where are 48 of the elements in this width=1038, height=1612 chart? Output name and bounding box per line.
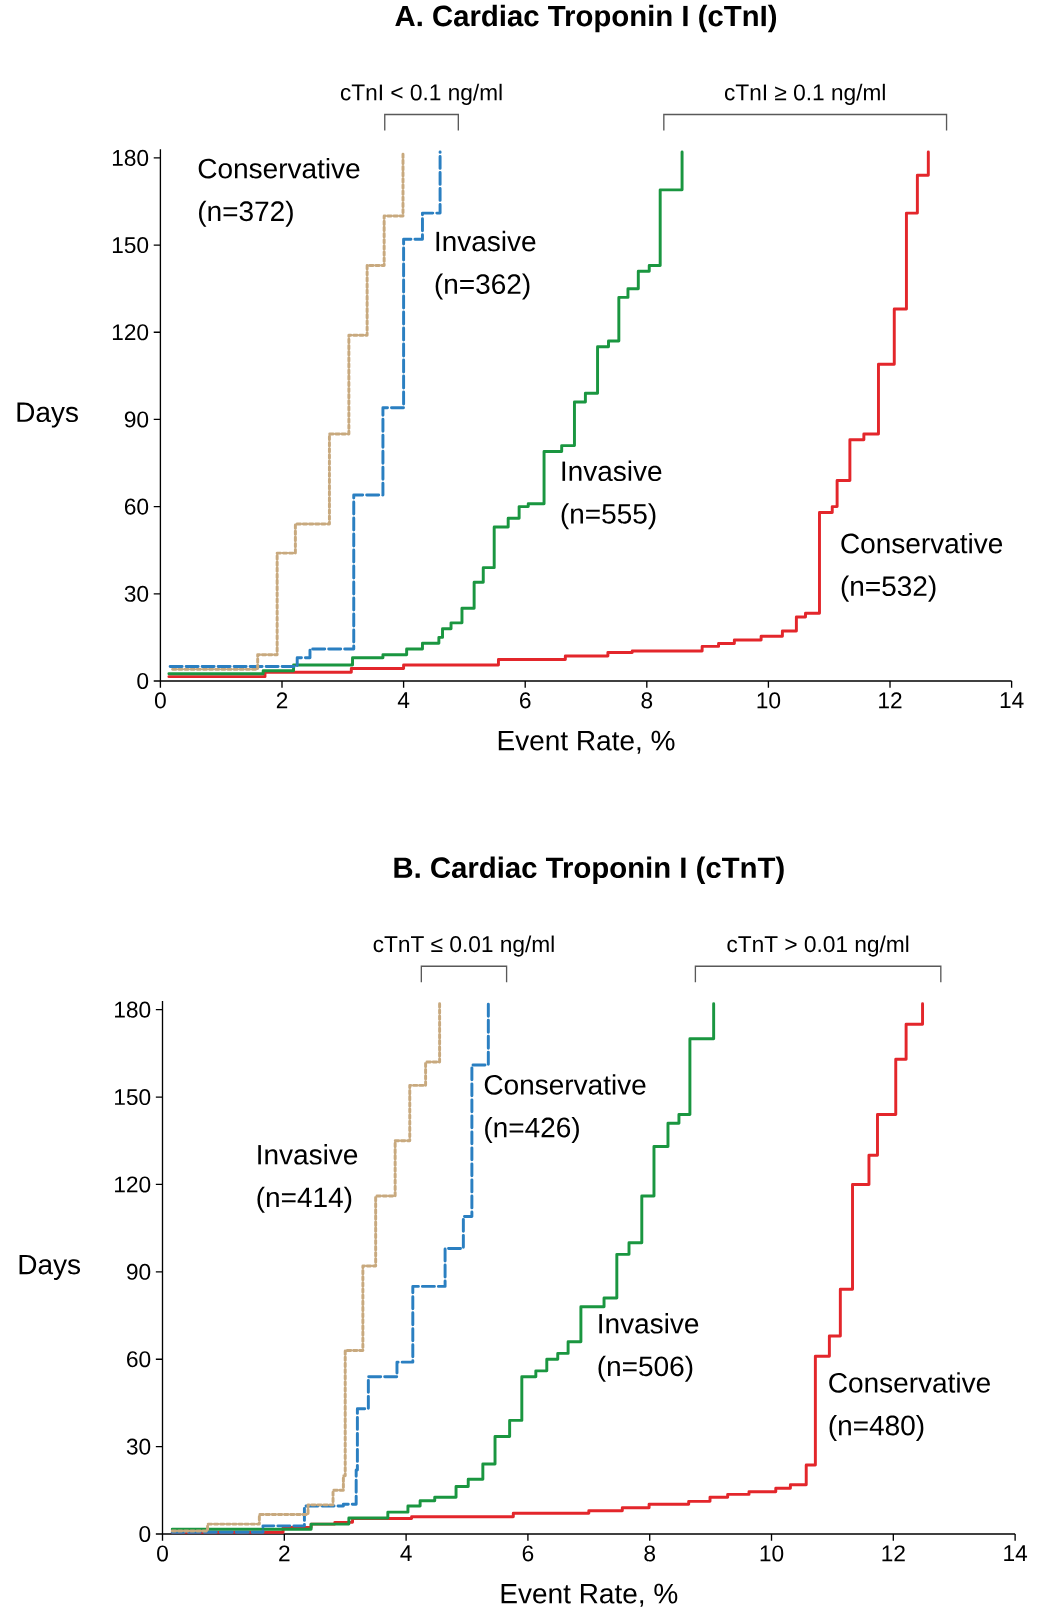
x-tick-label: 12 — [879, 692, 902, 709]
y-tick-label: 60 — [127, 1351, 151, 1368]
y-tick-label: 90 — [124, 411, 149, 428]
x-tick-label: 6 — [522, 1545, 534, 1562]
series-label: Conservative (n=480) — [829, 1372, 990, 1441]
y-axis-title: Days — [17, 402, 78, 428]
x-tick-label: 8 — [641, 692, 653, 709]
series-label: Invasive (n=506) — [598, 1313, 699, 1382]
x-tick-label: 6 — [520, 692, 531, 709]
y-tick-label: 120 — [115, 1176, 151, 1193]
y-tick-label: 0 — [139, 1525, 151, 1543]
x-axis-title: Event Rate, % — [498, 730, 675, 754]
y-tick-label: 60 — [124, 498, 149, 515]
series-label: Conservative (n=426) — [484, 1074, 646, 1143]
y-tick-label: 150 — [112, 237, 149, 254]
x-tick-label: 2 — [279, 1545, 290, 1562]
y-tick-label: 0 — [137, 672, 149, 690]
x-tick-label: 0 — [154, 692, 166, 709]
x-tick-label: 14 — [1004, 1545, 1028, 1561]
x-tick-label: 2 — [276, 692, 288, 709]
text: cTnT > 0.01 ng/ml — [727, 935, 909, 957]
x-tick-label: 4 — [397, 692, 410, 708]
y-tick-label: 150 — [115, 1089, 151, 1106]
x-tick-label: 10 — [757, 692, 781, 709]
y-tick-label: 90 — [126, 1263, 151, 1280]
y-tick-label: 30 — [124, 585, 149, 602]
x-axis-title: Event Rate, % — [501, 1583, 678, 1607]
x-tick-label: 14 — [1000, 692, 1024, 708]
x-tick-label: 10 — [760, 1545, 784, 1562]
series-label: Invasive (n=362) — [435, 230, 536, 300]
text: cTnI < 0.1 ng/ml — [340, 83, 502, 105]
chart-title: B. Cardiac Troponin I (cTnT) — [394, 856, 784, 884]
y-tick-label: 180 — [112, 149, 149, 166]
series-label: Invasive (n=555) — [561, 460, 662, 530]
y-axis-title: Days — [19, 1254, 81, 1280]
x-tick-label: 8 — [644, 1545, 656, 1562]
series-label: Conservative (n=372) — [198, 157, 360, 227]
series-label: Invasive (n=414) — [257, 1144, 358, 1213]
x-tick-label: 0 — [157, 1545, 168, 1562]
x-tick-label: 12 — [882, 1545, 905, 1562]
text: cTnI ≥ 0.1 ng/ml — [724, 83, 885, 105]
y-tick-label: 180 — [115, 1001, 151, 1018]
y-tick-label: 120 — [112, 324, 149, 341]
x-tick-label: 4 — [400, 1545, 412, 1561]
y-tick-label: 30 — [126, 1438, 151, 1455]
series-label: Conservative (n=532) — [841, 532, 1003, 602]
text: cTnT ≤ 0.01 ng/ml — [373, 935, 554, 957]
chart-title: A. Cardiac Troponin I (cTnI) — [395, 4, 777, 33]
